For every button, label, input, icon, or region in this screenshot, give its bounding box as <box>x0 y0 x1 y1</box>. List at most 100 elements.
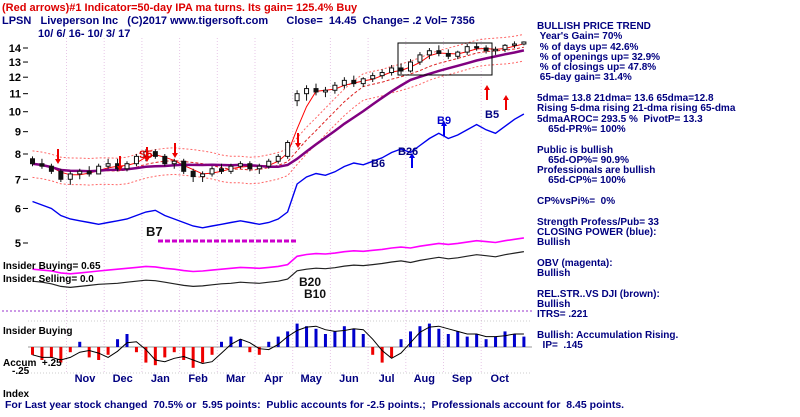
ma65-line <box>32 49 525 173</box>
consolidation-box <box>397 42 493 76</box>
y-axis-label: 7 <box>15 174 21 186</box>
candle-body <box>398 67 404 72</box>
candle-body <box>511 43 517 46</box>
accum-index-bar <box>229 336 233 347</box>
candle-body <box>455 51 461 57</box>
analysis-line: Public is bullish <box>537 144 614 156</box>
accum-index-bar <box>371 347 375 355</box>
signal-label-b5: B5 <box>485 109 499 121</box>
insider-selling-label: Insider Selling= 0.0 <box>3 274 94 285</box>
y-axis-label: 10 <box>9 107 21 119</box>
candle-body <box>200 173 206 178</box>
analysis-line: 65d-CP%= 100% <box>537 175 626 187</box>
signal-label-b26: B26 <box>398 146 418 158</box>
accum-index-bar <box>182 347 186 360</box>
analysis-line: Bullish: Accumulation Rising. <box>537 329 679 341</box>
accum-index-bar <box>352 328 356 347</box>
candle-body <box>67 173 73 180</box>
y-axis-label: 14 <box>9 43 22 55</box>
signal-arrow-down-head <box>55 159 61 164</box>
candle-body <box>237 163 243 167</box>
candle-body <box>445 52 451 57</box>
y-axis-label: 13 <box>9 57 21 69</box>
accum-index-bar <box>144 347 148 363</box>
accum-index-bar <box>437 328 441 347</box>
candle-body <box>370 75 376 80</box>
ai-neg-scale-label: -.25 <box>12 366 30 377</box>
candle-body <box>86 170 92 175</box>
y-axis-label: 5 <box>15 238 21 250</box>
accum-index-bar <box>333 331 337 347</box>
candle-body <box>266 160 272 167</box>
accum-index-bar <box>475 334 479 347</box>
accum-index-bar <box>494 336 498 347</box>
signal-arrow-down-head <box>295 143 301 148</box>
candle-body <box>39 163 45 167</box>
signal-label-b9: B9 <box>437 115 451 127</box>
candle-body <box>181 160 187 172</box>
signal-arrow-up-head <box>441 121 447 126</box>
ai-accum-scale-label: Accum +.25 <box>3 357 62 369</box>
candle-body <box>48 165 54 172</box>
analysis-line: 5dmaAROC= 293.5 % PivotP= 13.3 <box>537 113 703 125</box>
y-axis-label: 6 <box>15 203 21 215</box>
signal-arrow-down-head <box>172 153 178 158</box>
accum-index-bar <box>134 347 138 353</box>
candle-body <box>219 168 224 172</box>
candle-body <box>133 155 139 165</box>
analysis-line: REL.STR..VS DJI (brown): <box>537 288 660 300</box>
accum-index-bar <box>257 347 261 355</box>
accum-index-bar <box>40 347 44 360</box>
candle-body <box>96 165 102 175</box>
analysis-line: % of closings up= 47.8% <box>537 62 657 74</box>
accum-index-bar <box>390 347 394 358</box>
signal-label-b20: B20 <box>299 275 321 289</box>
analysis-line: IP= .145 <box>537 340 583 352</box>
accum-index-bar <box>380 347 384 363</box>
signal-arrow-up-head <box>409 153 415 158</box>
y-axis-label: 9 <box>15 127 21 139</box>
accum-index-bar <box>125 334 129 347</box>
candle-body <box>426 50 432 56</box>
accum-index-bar <box>87 347 91 358</box>
candle-body <box>389 67 395 74</box>
accum-index-bar <box>116 339 120 347</box>
accum-index-bar <box>522 336 526 347</box>
signal-arrow-down-head <box>144 157 150 162</box>
candle-body <box>152 151 158 157</box>
date-range-label: 10/ 6/ 16- 10/ 3/ 17 <box>38 28 131 40</box>
signal-arrow-up-head <box>484 85 490 90</box>
accum-index-bar <box>361 334 365 347</box>
accum-index-bar <box>286 331 290 347</box>
accum-index-bar <box>427 323 431 347</box>
relative-strength-line <box>32 251 524 289</box>
candle-body <box>247 163 253 170</box>
x-axis-month-label: Jul <box>379 373 395 385</box>
analysis-line: CLOSING POWER (blue): <box>537 226 657 238</box>
analysis-line: 5dma= 13.8 21dma= 13.6 65dma=12.8 <box>537 93 714 105</box>
candle-body <box>209 168 215 175</box>
candle-body <box>464 46 470 53</box>
accum-index-bar <box>323 334 327 347</box>
candle-body <box>436 50 442 54</box>
candle-body <box>285 142 291 157</box>
candle-body <box>171 160 177 165</box>
analysis-line: OBV (magenta): <box>537 257 613 269</box>
analysis-line: Bullish <box>537 237 571 249</box>
signal-label-b10: B10 <box>304 287 326 301</box>
accum-index-bar <box>49 347 53 358</box>
accum-index-bar <box>248 347 252 353</box>
candle-body <box>521 41 527 45</box>
analysis-line: Bullish <box>537 299 571 311</box>
candle-body <box>379 72 385 77</box>
candle-body <box>493 48 499 52</box>
accum-index-bar <box>238 339 242 347</box>
analysis-line: ITRS= .221 <box>537 309 588 321</box>
accum-index-bar <box>78 341 82 347</box>
signal-label-s5: S5 <box>139 149 152 161</box>
accum-index-bar <box>465 336 469 347</box>
x-axis-month-label: Sep <box>452 373 472 385</box>
x-axis-month-label: Mar <box>226 373 246 385</box>
candle-body <box>294 93 300 102</box>
analysis-line: 65d-OP%= 90.9% <box>537 154 629 166</box>
